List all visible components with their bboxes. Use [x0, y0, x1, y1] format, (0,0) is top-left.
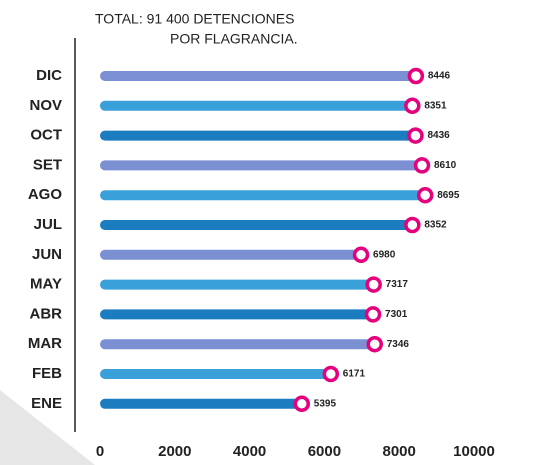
value-label: 5395 [314, 398, 337, 409]
x-tick-label: 4000 [233, 443, 266, 460]
category-label: SET [33, 156, 62, 173]
value-label: 8610 [434, 160, 457, 171]
bar [100, 339, 375, 350]
category-label: OCT [30, 127, 62, 144]
decoration [0, 390, 95, 465]
category-label: NOV [29, 97, 62, 114]
category-label: JUL [34, 216, 62, 233]
marker [322, 365, 340, 383]
marker [404, 97, 421, 115]
category-label: MAY [30, 276, 62, 293]
bar [100, 160, 423, 171]
category-label: ABR [30, 305, 63, 322]
value-label: 7301 [385, 309, 408, 320]
value-label: 8446 [428, 71, 451, 82]
bar [100, 398, 302, 409]
bar [100, 249, 362, 260]
bar [100, 369, 331, 379]
value-label: 8436 [428, 130, 451, 141]
bar [100, 279, 374, 290]
value-label: 6171 [343, 369, 366, 380]
bar [100, 130, 416, 141]
marker [407, 127, 424, 144]
category-label: AGO [28, 186, 63, 203]
chart-title: POR FLAGRANCIA. [170, 31, 298, 47]
bar [100, 190, 426, 201]
x-tick-label: 0 [96, 443, 104, 460]
bar [100, 100, 413, 111]
x-tick-label: 10000 [453, 443, 495, 460]
marker [416, 186, 434, 204]
x-tick-label: 6000 [308, 443, 341, 460]
category-label: MAR [28, 335, 62, 352]
value-label: 6980 [373, 249, 396, 260]
category-label: FEB [32, 365, 62, 382]
bar [100, 71, 416, 81]
category-label: JUN [32, 246, 62, 263]
marker [364, 306, 382, 323]
marker [407, 67, 425, 85]
chart-title: TOTAL: 91 400 DETENCIONES [95, 11, 294, 27]
marker [293, 395, 311, 413]
value-label: 8352 [424, 220, 447, 231]
category-label: DIC [36, 67, 62, 84]
x-tick-label: 2000 [158, 443, 191, 460]
marker [413, 157, 431, 174]
category-label: ENE [31, 395, 62, 412]
bar [100, 220, 413, 230]
marker [365, 276, 382, 293]
marker [366, 335, 383, 353]
bar [100, 309, 374, 320]
marker [404, 216, 421, 234]
x-tick-label: 8000 [383, 443, 416, 460]
value-label: 8351 [424, 100, 447, 111]
marker [352, 246, 370, 264]
value-label: 7317 [386, 279, 409, 290]
value-label: 8695 [437, 190, 460, 201]
value-label: 7346 [387, 339, 410, 350]
